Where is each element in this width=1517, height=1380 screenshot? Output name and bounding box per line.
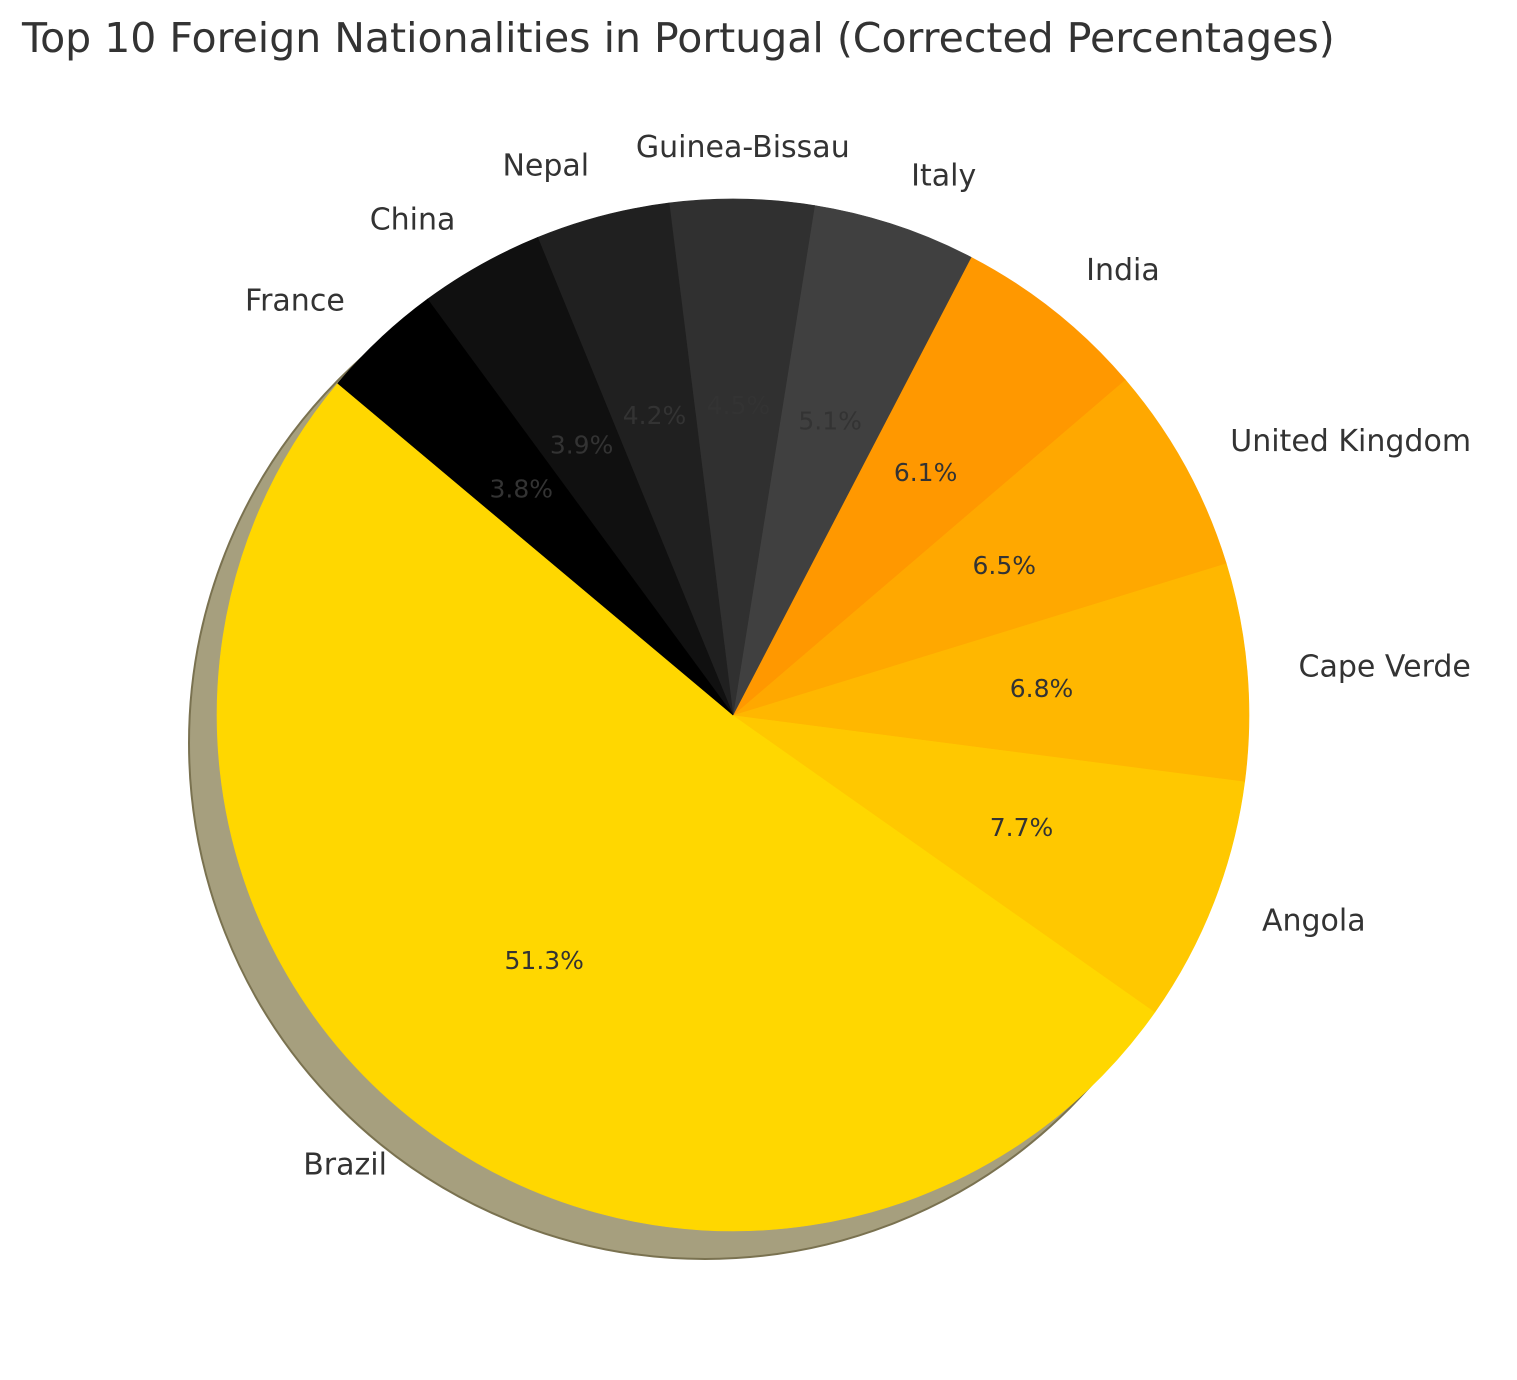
percent-label: 51.3% — [505, 946, 584, 975]
percent-label: 3.9% — [550, 430, 614, 459]
percent-label: 3.8% — [489, 475, 553, 504]
chart-title: Top 10 Foreign Nationalities in Portugal… — [22, 14, 1335, 62]
category-label: China — [370, 202, 456, 237]
category-label: United Kingdom — [1230, 424, 1471, 459]
category-label: Nepal — [502, 148, 589, 183]
category-label: France — [245, 283, 345, 318]
pie-slice-brazil — [216, 382, 1156, 1232]
percent-label: 4.5% — [707, 391, 771, 420]
percent-label: 6.1% — [894, 458, 958, 487]
category-label: Guinea-Bissau — [636, 130, 850, 165]
category-label: Italy — [911, 159, 976, 194]
category-label: Brazil — [303, 1147, 387, 1182]
percent-label: 5.1% — [798, 407, 862, 436]
category-label: Cape Verde — [1299, 649, 1471, 684]
percent-label: 6.8% — [1010, 674, 1074, 703]
pie-percent-labels: 51.3% 7.7% 6.8% 6.5% 6.1% 5.1% 4.5% 4.2% 3.9% 3.8… — [489, 391, 1073, 975]
percent-label: 6.5% — [972, 551, 1036, 580]
percent-label: 4.2% — [623, 401, 687, 430]
pie-slice-france — [337, 298, 734, 716]
pie-slice-united-kingdom — [732, 379, 1227, 716]
pie-slice-angola — [732, 714, 1246, 1013]
percent-label: 7.7% — [990, 813, 1054, 842]
pie-slice-india — [732, 256, 1126, 716]
pie-slices — [216, 198, 1250, 1232]
pie-slice-cape-verde — [732, 562, 1250, 782]
category-label: Angola — [1262, 903, 1366, 938]
pie-slice-italy — [732, 205, 972, 716]
category-label: India — [1086, 253, 1160, 288]
pie-category-labels: Brazil Angola Cape Verde United Kingdom Indi… — [245, 130, 1471, 1182]
